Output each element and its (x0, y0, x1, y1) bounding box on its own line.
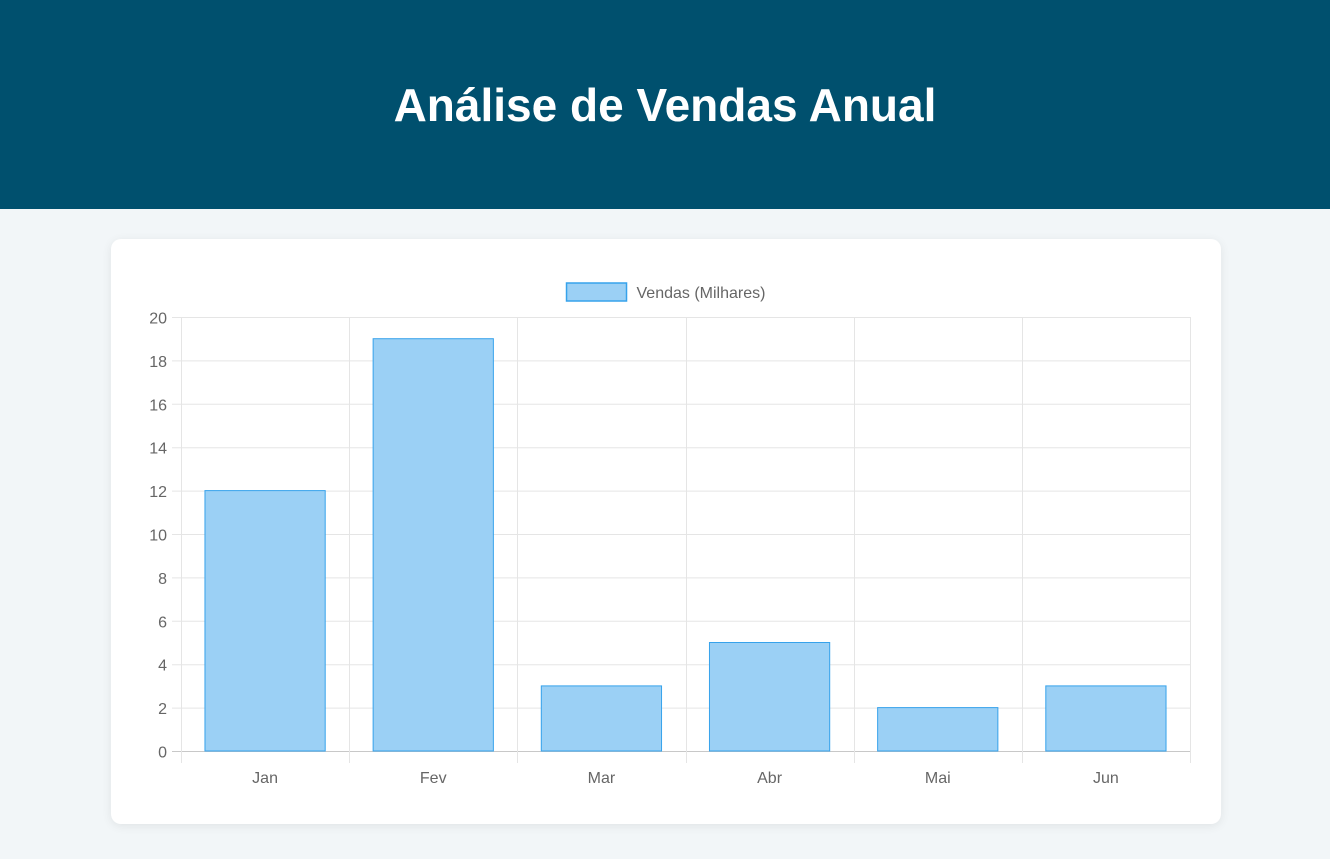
page-header: Análise de Vendas Anual (0, 0, 1330, 209)
bar-fev (372, 338, 494, 752)
x-tick-label: Mar (588, 770, 616, 787)
bar-mar (540, 685, 663, 752)
legend-swatch (565, 282, 628, 302)
y-tick-label: 0 (158, 745, 167, 762)
axis-layer: 0 2 4 6 8 10 12 14 16 18 20 Jan Fev Mar Abr Mai Jun (149, 311, 1119, 788)
y-tick-label: 20 (149, 311, 167, 328)
bar-chart: 0 2 4 6 8 10 12 14 16 18 20 Jan Fev Mar Abr Mai Jun Vend… (149, 282, 1191, 788)
grid-layer (172, 317, 1191, 763)
y-tick-label: 4 (158, 658, 167, 675)
y-tick-label: 6 (158, 614, 167, 631)
bar-abr (708, 642, 831, 752)
legend-label: Vendas (Milhares) (637, 285, 766, 302)
bars-layer (204, 338, 1167, 752)
y-tick-label: 16 (149, 397, 167, 414)
y-tick-label: 14 (149, 441, 167, 458)
y-tick-label: 2 (158, 701, 167, 718)
page-title: Análise de Vendas Anual (393, 78, 937, 131)
x-tick-label: Mai (925, 770, 951, 787)
y-tick-label: 12 (149, 484, 167, 501)
y-tick-label: 10 (149, 528, 167, 545)
bar-mai (877, 707, 999, 752)
x-tick-label: Jan (252, 770, 278, 787)
x-tick-label: Jun (1093, 770, 1119, 787)
y-tick-label: 8 (158, 571, 167, 588)
bar-jun (1045, 685, 1167, 752)
y-tick-label: 18 (149, 354, 167, 371)
x-tick-label: Fev (420, 770, 447, 787)
chart-card: 0 2 4 6 8 10 12 14 16 18 20 Jan Fev Mar Abr Mai Jun Vend… (111, 239, 1221, 824)
bar-jan (204, 490, 326, 752)
x-tick-label: Abr (757, 770, 783, 787)
legend[interactable]: Vendas (Milhares) (565, 282, 766, 302)
